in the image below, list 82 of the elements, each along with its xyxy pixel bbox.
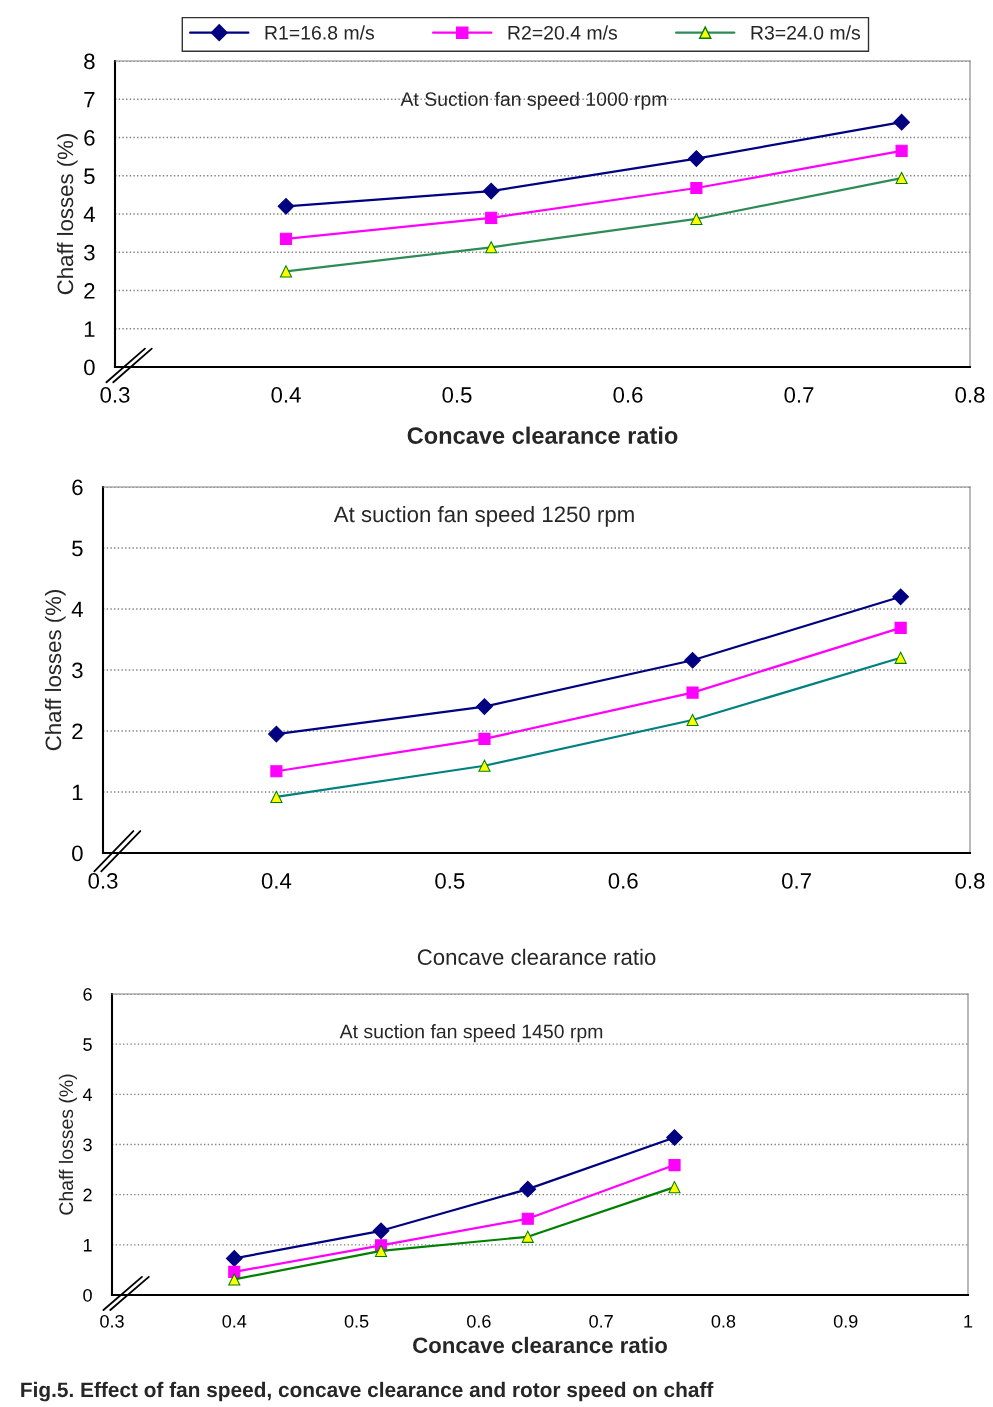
legend-label: R2=20.4 m/s — [508, 25, 618, 40]
point — [690, 181, 703, 195]
point — [686, 686, 699, 699]
y-tick-label: 0 — [83, 1288, 92, 1302]
y-tick-label: 2 — [84, 283, 95, 299]
text: At suction fan speed 1450 rpm — [339, 1024, 603, 1043]
y-tick-label: 0 — [72, 845, 83, 862]
y-tick-label: 2 — [83, 1188, 92, 1202]
point — [277, 197, 295, 215]
y-tick-label: 4 — [71, 601, 83, 618]
point — [476, 698, 493, 715]
y-tick-label: 5 — [84, 168, 95, 185]
x-tick-label: 0.6 — [608, 873, 638, 889]
point — [684, 651, 701, 669]
x-tick-label: 0.7 — [784, 387, 814, 403]
legend-label: R3=24.0 m/s — [751, 25, 861, 40]
point — [893, 113, 910, 131]
y-tick-label: 6 — [84, 130, 95, 146]
point — [225, 1250, 243, 1267]
x-tick-label: 0.8 — [955, 387, 985, 403]
point — [668, 1181, 681, 1194]
point — [374, 1244, 388, 1257]
x-tick-label: 0.6 — [467, 1314, 491, 1328]
y-tick-label: 6 — [83, 987, 92, 1001]
y-tick-label: 4 — [83, 206, 95, 223]
y-tick-label: 3 — [72, 662, 83, 679]
y-tick-label: 3 — [84, 244, 95, 261]
x-axis-title: Concave clearance ratio — [417, 948, 656, 966]
x-tick-label: 0.4 — [222, 1314, 247, 1328]
point — [688, 150, 705, 167]
y-tick-label: 1 — [83, 1238, 92, 1252]
point — [270, 765, 283, 778]
point — [478, 732, 491, 746]
y-tick-label: 1 — [84, 321, 95, 337]
x-tick-label: 0.7 — [589, 1314, 613, 1328]
point — [668, 1158, 681, 1172]
x-tick-label: 0.5 — [344, 1314, 369, 1328]
x-tick-label: 0.4 — [261, 873, 292, 889]
y-axis-title: Chaff losses (%) — [56, 134, 78, 295]
point — [268, 725, 285, 743]
x-tick-label: 0.3 — [100, 1314, 124, 1328]
y-axis-title: Chaff losses (%) — [44, 590, 66, 751]
point — [892, 588, 910, 606]
point — [894, 621, 907, 634]
y-tick-label: 4 — [82, 1088, 93, 1101]
point — [521, 1212, 534, 1225]
x-tick-label: 0.3 — [100, 387, 130, 403]
y-tick-label: 0 — [84, 359, 95, 376]
x-tick-label: 0.8 — [711, 1314, 736, 1328]
point — [895, 144, 908, 157]
x-axis-title: Concave clearance ratio — [413, 1336, 667, 1354]
y-tick-label: 6 — [72, 479, 83, 496]
y-tick-label: 8 — [84, 53, 95, 70]
x-tick-label: 0.6 — [613, 387, 643, 403]
text: At suction fan speed 1250 rpm — [333, 505, 634, 527]
point — [666, 1129, 683, 1146]
point — [482, 182, 500, 200]
x-tick-label: 0.5 — [435, 873, 465, 889]
point — [228, 1273, 241, 1286]
text: At Suction fan speed 1000 rpm — [400, 91, 667, 110]
x-tick-label: 1 — [964, 1315, 973, 1328]
y-tick-label: 7 — [84, 92, 95, 108]
point — [279, 232, 293, 245]
x-tick-label: 0.7 — [782, 873, 811, 889]
point — [372, 1222, 390, 1240]
point — [521, 1230, 534, 1243]
y-tick-label: 3 — [83, 1138, 92, 1152]
x-tick-label: 0.9 — [833, 1314, 858, 1328]
x-tick-label: 0.3 — [88, 873, 118, 889]
y-axis-title: Chaff losses (%) — [58, 1074, 77, 1215]
y-tick-label: 2 — [72, 723, 83, 740]
point — [485, 211, 498, 224]
x-tick-label: 0.8 — [955, 873, 985, 889]
legend-label: R1=16.8 m/s — [265, 25, 375, 40]
y-tick-label: 5 — [72, 540, 83, 557]
x-tick-label: 0.4 — [271, 387, 301, 403]
x-axis-title: Concave clearance ratio — [407, 426, 678, 444]
y-tick-label: 1 — [72, 784, 83, 801]
point — [519, 1180, 537, 1198]
x-tick-label: 0.5 — [442, 387, 472, 403]
y-tick-label: 5 — [83, 1038, 92, 1051]
caption: Fig.5. Effect of fan speed, concave clearance and rotor speed on chaff — [21, 1381, 714, 1402]
